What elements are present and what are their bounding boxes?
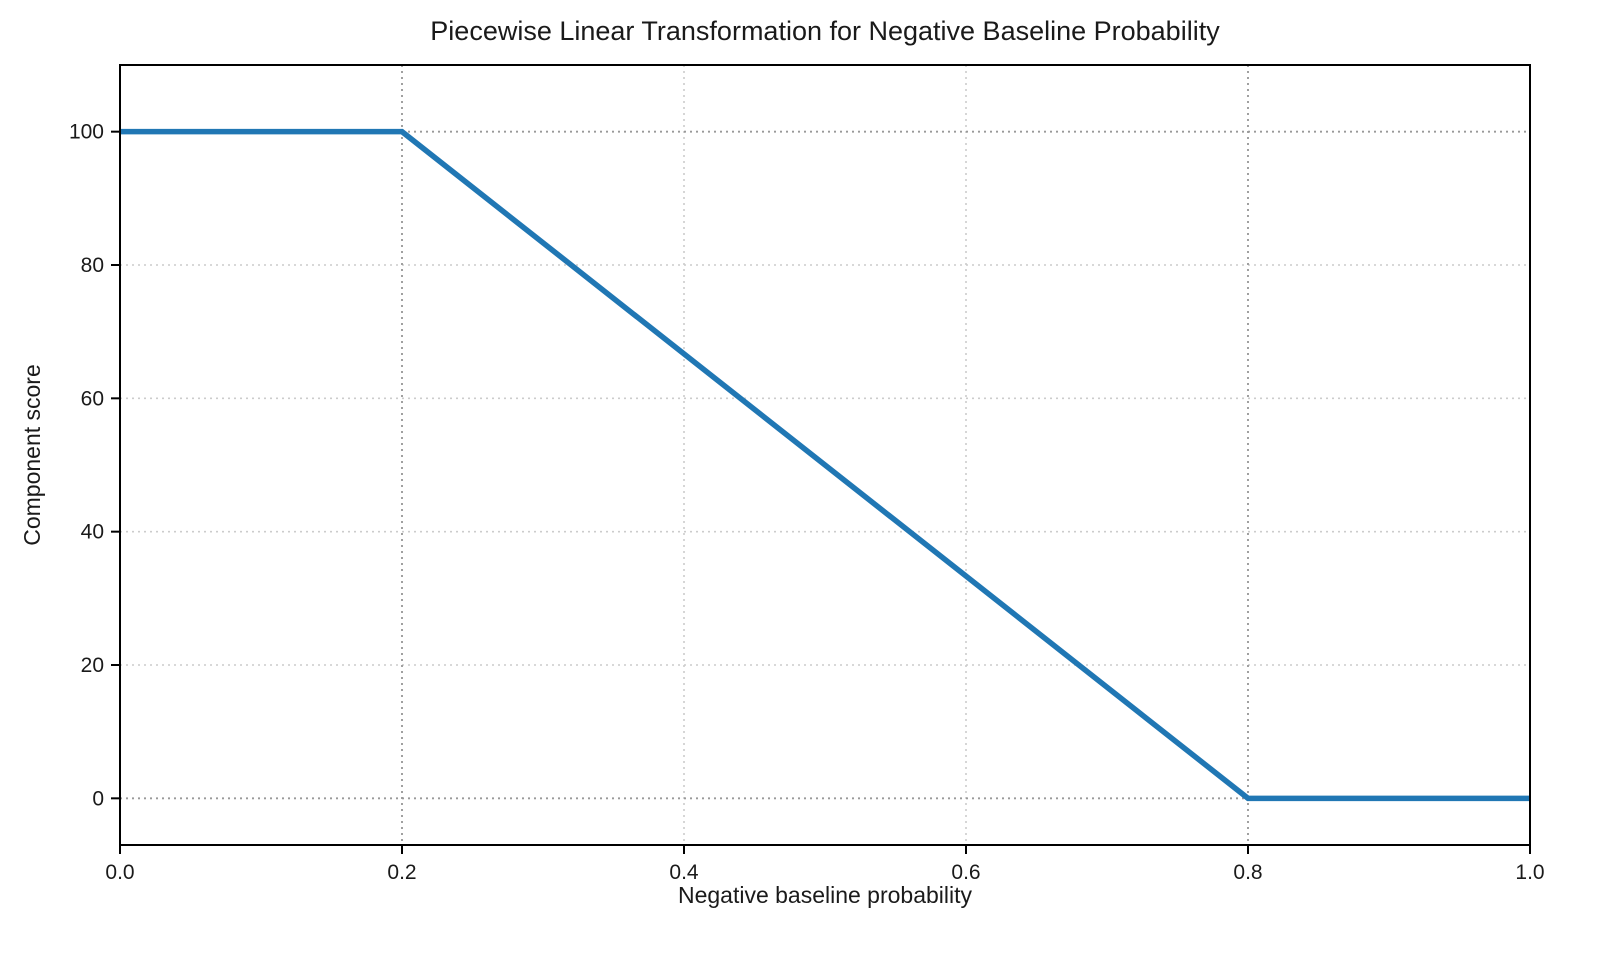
axes-spines bbox=[119, 64, 1531, 846]
x-tick-label: 0.0 bbox=[105, 861, 134, 884]
y-tick-label: 100 bbox=[69, 121, 104, 144]
x-tick-label: 0.8 bbox=[1233, 861, 1262, 884]
x-tick-label: 0.4 bbox=[669, 861, 699, 884]
x-axis-label: Negative baseline probability bbox=[677, 882, 973, 908]
component-score-line bbox=[120, 128, 1530, 802]
y-tick-label: 20 bbox=[81, 654, 104, 677]
x-tick-label: 1.0 bbox=[1515, 861, 1544, 884]
x-tick-label: 0.2 bbox=[387, 861, 416, 884]
y-tick-label: 60 bbox=[81, 387, 104, 410]
y-tick-label: 0 bbox=[92, 787, 104, 810]
x-tick-label: 0.6 bbox=[951, 861, 980, 884]
y-tick-label: 80 bbox=[81, 254, 104, 277]
y-tick-label: 40 bbox=[81, 521, 104, 544]
chart-title: Piecewise Linear Transformation for Nega… bbox=[430, 16, 1220, 46]
